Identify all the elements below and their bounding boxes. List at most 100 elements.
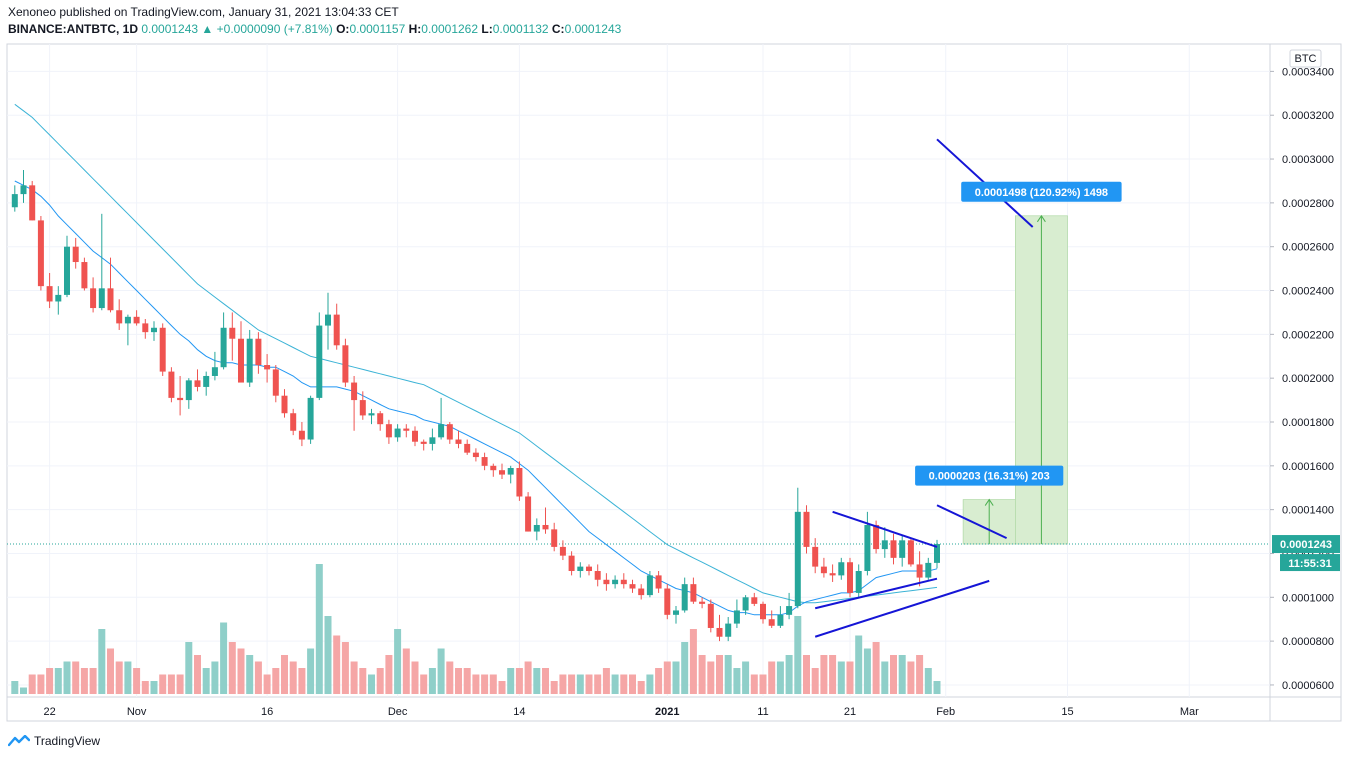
brand-name: TradingView bbox=[34, 734, 101, 748]
volume-bar bbox=[281, 655, 288, 694]
price-tick-label: 0.0002000 bbox=[1282, 373, 1334, 385]
volume-bar bbox=[115, 661, 123, 694]
time-tick-label: Mar bbox=[1180, 706, 1199, 718]
candle-body bbox=[786, 606, 793, 615]
candle-body bbox=[290, 413, 297, 431]
volume-bar bbox=[463, 668, 471, 694]
candle-body bbox=[629, 584, 636, 589]
volume-bar bbox=[472, 674, 480, 694]
slow-moving-average-line bbox=[14, 103, 938, 604]
candle-body bbox=[37, 220, 44, 287]
countdown-text: 11:55:31 bbox=[1288, 558, 1331, 570]
volume-bar bbox=[855, 635, 863, 694]
candle-body bbox=[725, 623, 732, 637]
volume-bar bbox=[46, 668, 54, 694]
candle-body bbox=[177, 397, 184, 401]
volume-bar bbox=[776, 661, 784, 694]
volume-bar bbox=[707, 661, 715, 694]
candle-body bbox=[220, 327, 227, 368]
candle-body bbox=[803, 511, 810, 547]
candle-body bbox=[298, 430, 305, 440]
candle-body bbox=[890, 540, 897, 558]
time-tick-label: 21 bbox=[844, 706, 856, 718]
volume-bar bbox=[550, 681, 558, 694]
candle-body bbox=[864, 524, 871, 572]
low-label: L: bbox=[481, 22, 493, 36]
candle-body bbox=[829, 573, 836, 576]
candle-body bbox=[907, 540, 914, 565]
time-tick-label: Feb bbox=[936, 706, 955, 718]
candle-body bbox=[307, 397, 314, 440]
candle-body bbox=[881, 540, 888, 550]
volume-bar bbox=[141, 681, 149, 694]
fast-moving-average-line bbox=[14, 180, 938, 616]
candle-body bbox=[394, 428, 401, 438]
candle-body bbox=[333, 314, 340, 346]
volume-bar bbox=[159, 674, 167, 694]
volume-bar bbox=[107, 648, 114, 694]
candle-body bbox=[577, 566, 584, 572]
volume-bar bbox=[655, 668, 663, 694]
candle-body bbox=[438, 424, 445, 438]
candle-body bbox=[229, 327, 236, 339]
candle-body bbox=[699, 601, 706, 604]
price-tick-label: 0.0001600 bbox=[1282, 461, 1334, 473]
candle-body bbox=[446, 424, 453, 440]
candle-body bbox=[116, 310, 123, 324]
candle-body bbox=[255, 338, 262, 366]
projection-label-text: 0.0000203 (16.31%) 203 bbox=[929, 471, 1050, 483]
candle-body bbox=[133, 316, 140, 324]
candle-body bbox=[612, 579, 619, 585]
volume-bar bbox=[768, 661, 776, 694]
volume-bar bbox=[733, 668, 741, 694]
candle-body bbox=[916, 564, 923, 578]
candle-body bbox=[899, 540, 906, 558]
projection-arrow-head bbox=[984, 498, 994, 506]
volume-bar bbox=[585, 674, 593, 694]
volume-bar bbox=[890, 655, 897, 694]
candle-body bbox=[403, 428, 410, 431]
candle-body bbox=[368, 413, 375, 416]
candle-body bbox=[568, 555, 575, 572]
volume-bar bbox=[602, 668, 610, 694]
candle-body bbox=[533, 524, 540, 532]
symbol-label: BINANCE:ANTBTC, 1D bbox=[8, 22, 138, 36]
volume-bar bbox=[872, 642, 880, 694]
footer-brand[interactable]: TradingView bbox=[8, 734, 100, 748]
volume-bar bbox=[11, 681, 19, 694]
volume-bar bbox=[803, 655, 810, 694]
candle-body bbox=[429, 437, 436, 444]
candle-body bbox=[603, 579, 610, 585]
low-value: 0.0001132 bbox=[492, 22, 549, 36]
candle-body bbox=[490, 465, 497, 471]
volume-bar bbox=[324, 616, 332, 694]
candle-body bbox=[377, 413, 384, 425]
candle-body bbox=[847, 562, 853, 593]
volume-bar bbox=[89, 668, 97, 694]
volume-bar bbox=[663, 661, 671, 694]
candle-body bbox=[385, 424, 392, 438]
candle-body bbox=[455, 439, 462, 444]
candle-body bbox=[742, 597, 749, 611]
volume-bar bbox=[237, 648, 245, 694]
candle-body bbox=[142, 323, 149, 333]
price-tick-label: 0.0003000 bbox=[1282, 154, 1334, 166]
projection-boxes bbox=[7, 214, 1270, 545]
candle-body bbox=[673, 610, 679, 615]
volume-bar bbox=[811, 668, 819, 694]
volume-bar bbox=[194, 655, 201, 694]
candle-body bbox=[11, 194, 18, 208]
candle-body bbox=[124, 316, 131, 324]
candle-body bbox=[55, 294, 62, 302]
time-tick-label: 14 bbox=[513, 706, 525, 718]
volume-bar bbox=[629, 674, 636, 694]
candle-body bbox=[873, 524, 880, 550]
volume-bar bbox=[376, 668, 384, 694]
volume-bar bbox=[829, 655, 837, 694]
volume-bar bbox=[568, 674, 576, 694]
volume-bar bbox=[863, 648, 871, 694]
volume-bar bbox=[211, 661, 219, 694]
candle-body bbox=[655, 575, 662, 589]
